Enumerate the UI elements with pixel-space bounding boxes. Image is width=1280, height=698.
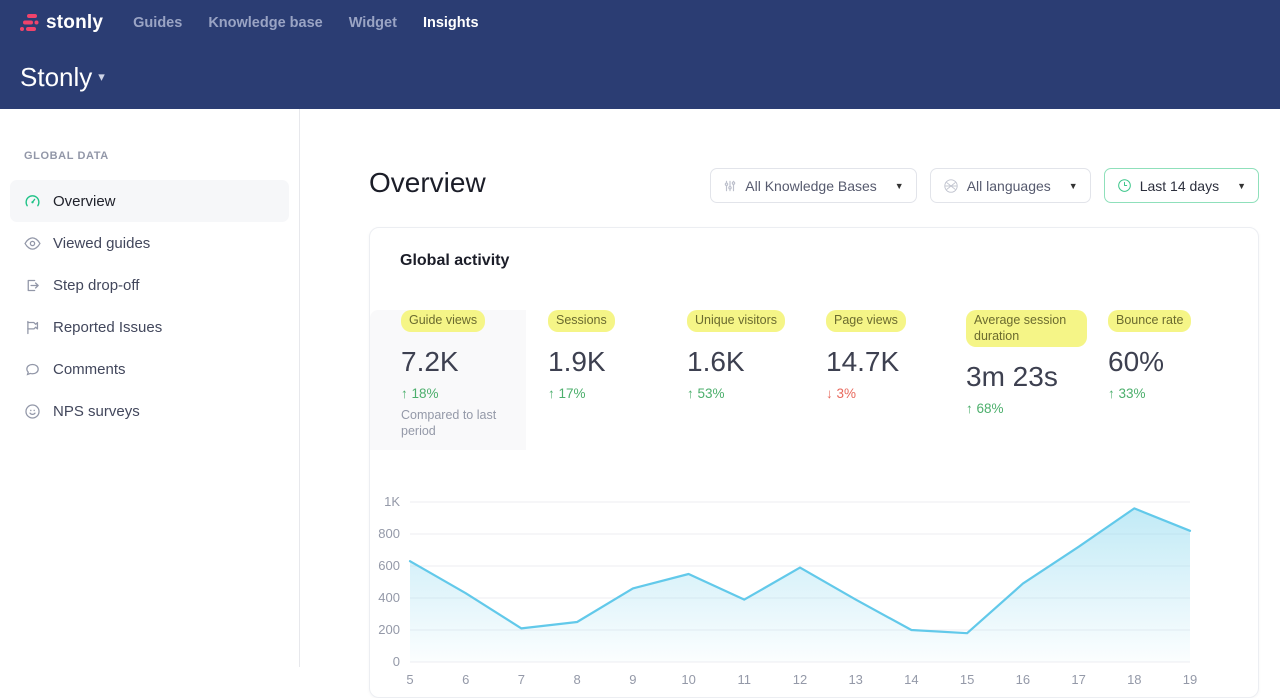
svg-text:17: 17 xyxy=(1071,672,1085,687)
svg-text:7: 7 xyxy=(518,672,525,687)
svg-text:1K: 1K xyxy=(384,494,400,509)
svg-text:15: 15 xyxy=(960,672,974,687)
svg-text:200: 200 xyxy=(378,622,400,637)
svg-text:10: 10 xyxy=(681,672,695,687)
svg-text:18: 18 xyxy=(1127,672,1141,687)
svg-text:6: 6 xyxy=(462,672,469,687)
svg-text:14: 14 xyxy=(904,672,918,687)
svg-text:400: 400 xyxy=(378,590,400,605)
svg-text:800: 800 xyxy=(378,526,400,541)
svg-text:600: 600 xyxy=(378,558,400,573)
svg-text:12: 12 xyxy=(793,672,807,687)
svg-text:9: 9 xyxy=(629,672,636,687)
svg-text:19: 19 xyxy=(1183,672,1197,687)
svg-text:13: 13 xyxy=(848,672,862,687)
svg-text:5: 5 xyxy=(406,672,413,687)
svg-text:16: 16 xyxy=(1016,672,1030,687)
svg-text:8: 8 xyxy=(573,672,580,687)
svg-text:11: 11 xyxy=(738,672,752,687)
